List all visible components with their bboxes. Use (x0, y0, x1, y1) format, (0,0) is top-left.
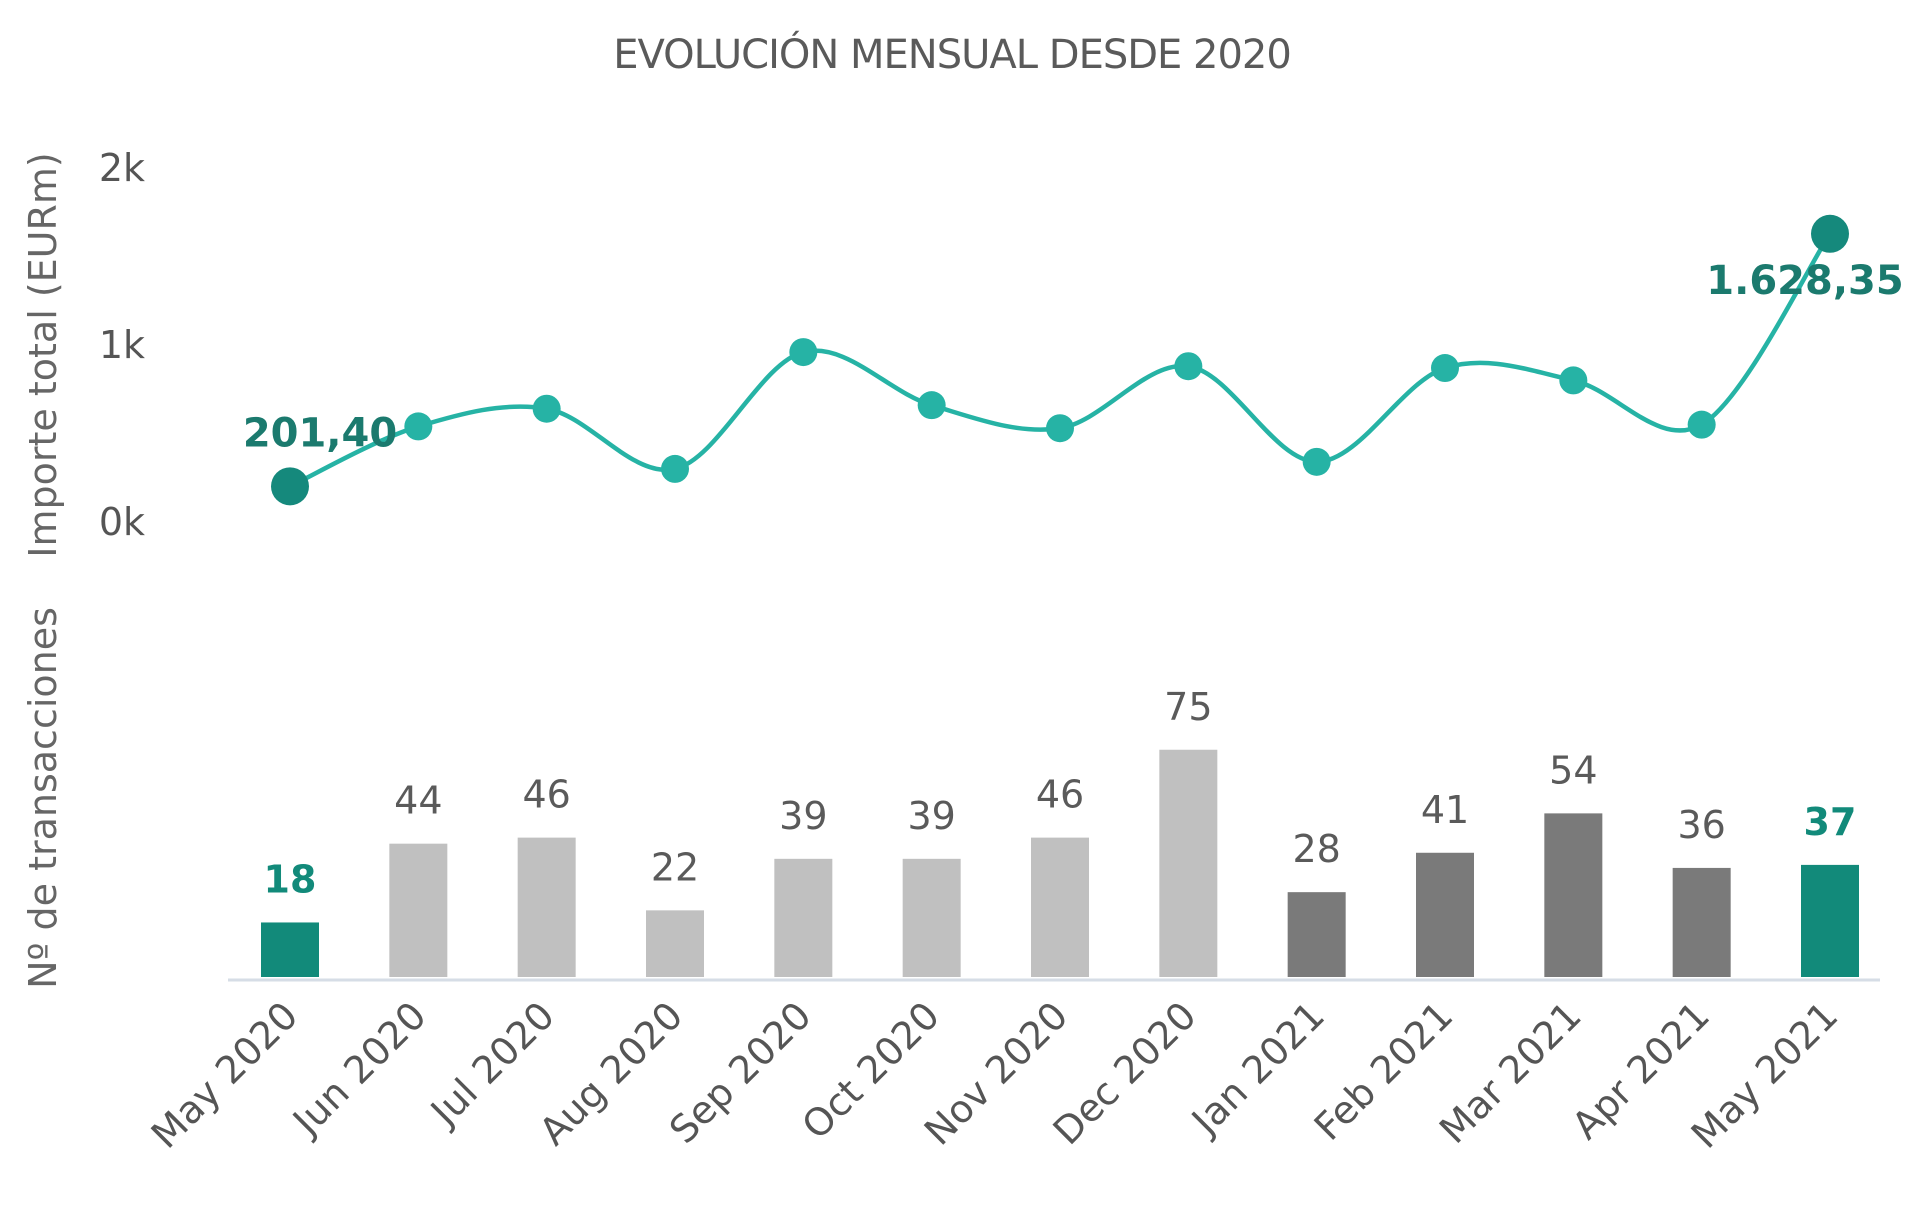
bar-value-label: 28 (1292, 827, 1340, 871)
line-point (1559, 366, 1588, 395)
line-last-value-label: 1.628,35 (1706, 258, 1903, 304)
bar-value-label: 46 (522, 773, 570, 817)
bar (646, 910, 704, 977)
bar (261, 922, 319, 977)
x-tick-label: May 2020 (143, 993, 307, 1157)
bar-value-label: 37 (1804, 800, 1857, 844)
bar-value-label: 41 (1421, 788, 1469, 832)
bar-value-label: 39 (779, 794, 827, 838)
line-point (1687, 410, 1716, 439)
bar-value-label: 39 (907, 794, 955, 838)
bar-value-label: 44 (394, 779, 442, 823)
line-y-axis: 0k 1k 2k (99, 146, 145, 544)
bar (1287, 892, 1346, 977)
line-endpoint-marker (1811, 214, 1849, 253)
bar (902, 858, 961, 977)
bar-y-axis-title: Nº de transacciones (21, 607, 65, 989)
line-point (789, 338, 818, 367)
bar-data-labels: 18 44 46 22 39 39 46 75 28 41 54 36 37 (264, 685, 1857, 902)
bar-value-label: 22 (651, 845, 699, 889)
bar-value-label: 46 (1036, 773, 1084, 817)
line-point (661, 454, 689, 483)
x-tick-label: Jun 2020 (283, 993, 434, 1144)
line-endpoint-marker (271, 467, 309, 506)
bar-value-label: 54 (1549, 748, 1597, 792)
line-data-labels: 201,40 1.628,35 (243, 258, 1904, 457)
line-first-value-label: 201,40 (243, 410, 397, 456)
x-tick-label: Sep 2020 (661, 993, 820, 1152)
line-point (532, 394, 561, 423)
bar (1801, 864, 1859, 977)
line-point (404, 412, 433, 441)
bar-series (261, 749, 1859, 977)
bar (1031, 837, 1089, 977)
bar (774, 858, 833, 977)
line-point (1046, 414, 1074, 443)
bar (1672, 867, 1731, 977)
bar (517, 837, 576, 977)
line-points (271, 214, 1849, 506)
y-tick-label: 1k (99, 323, 145, 367)
y-tick-label: 2k (99, 146, 145, 190)
line-point (917, 391, 946, 420)
bar (1544, 813, 1603, 977)
x-tick-label: Mar 2021 (1431, 993, 1590, 1152)
line-series (289, 232, 1832, 489)
bar (1159, 749, 1218, 977)
bar-value-label: 18 (264, 857, 317, 901)
bar (389, 843, 448, 977)
line-y-axis-title: Importe total (EURm) (21, 152, 65, 557)
line-point (1302, 447, 1331, 476)
bar-value-label: 75 (1164, 685, 1212, 729)
y-tick-label: 0k (99, 500, 145, 544)
bar (1416, 852, 1474, 977)
bar-value-label: 36 (1677, 803, 1725, 847)
line-point (1431, 354, 1459, 383)
line-point (1174, 352, 1203, 381)
chart-title: EVOLUCIÓN MENSUAL DESDE 2020 (613, 30, 1291, 78)
